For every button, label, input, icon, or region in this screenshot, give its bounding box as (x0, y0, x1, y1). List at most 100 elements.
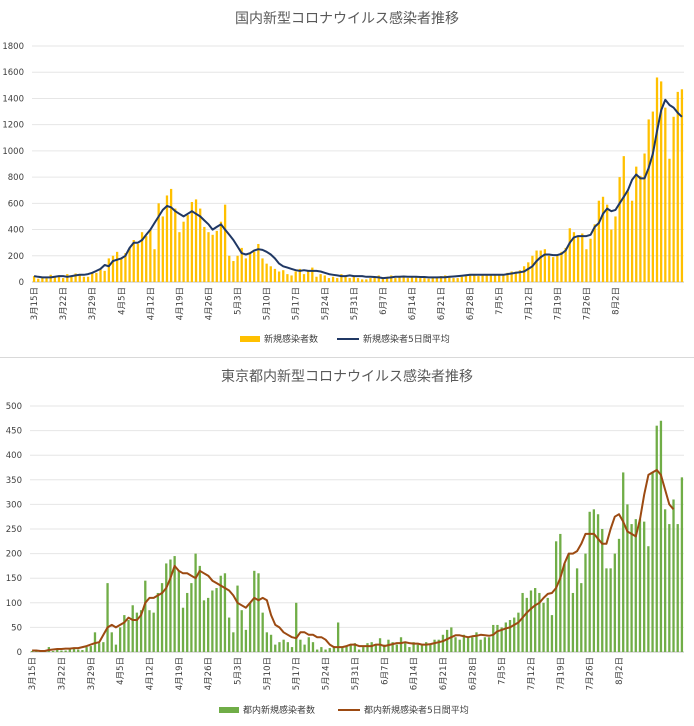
c1-legend-bar-swatch (219, 707, 239, 713)
c1-bar (471, 637, 474, 652)
c1-bar (186, 592, 189, 652)
c1-bar (374, 644, 378, 652)
c1-bar (580, 583, 583, 652)
c1-bar (663, 509, 667, 652)
c1-bar (223, 573, 227, 652)
c0-bar (136, 243, 140, 282)
c0-bar (215, 230, 218, 282)
c1-y-tick-label: 400 (6, 451, 22, 461)
c0-bar (203, 226, 206, 282)
c0-bar (66, 274, 69, 282)
c0-bar (618, 177, 621, 282)
c1-bar (357, 649, 361, 652)
c0-bar (439, 276, 443, 282)
c0-bar (111, 255, 115, 282)
c1-bar (64, 650, 67, 652)
c1-bar (605, 568, 608, 652)
c1-y-tick-label: 450 (6, 427, 22, 437)
c1-bar (244, 629, 248, 652)
c0-bar (315, 276, 318, 282)
c1-bar (559, 533, 562, 652)
c0-y-tick-label: 200 (8, 252, 24, 262)
c0-bar (145, 236, 148, 282)
c0-bar (643, 153, 646, 282)
c1-bar (328, 648, 331, 652)
c0-x-tick-label: 5月31日 (350, 287, 360, 320)
c0-x-tick-label: 7月12日 (524, 287, 534, 320)
c1-bar (601, 529, 604, 652)
c0-bar (219, 221, 223, 282)
c0-bar (331, 276, 335, 282)
c0-bar (37, 278, 40, 282)
c1-bar (383, 644, 386, 652)
c1-bar (123, 615, 126, 652)
c0-bar (589, 238, 592, 282)
c1-bar (282, 639, 285, 652)
c0-x-tick-label: 5月10日 (263, 287, 273, 320)
c1-bar (617, 538, 621, 652)
c1-bar (114, 644, 118, 652)
c0-bar (161, 216, 164, 282)
c1-bar (257, 573, 260, 652)
c1-bar (135, 612, 139, 652)
c0-bar (248, 253, 252, 282)
c1-bar (307, 637, 310, 652)
c1-x-tick-label: 4月12日 (145, 657, 155, 690)
c0-bar (635, 166, 638, 282)
c0-bar (290, 275, 293, 282)
c0-bar (460, 276, 463, 282)
c0-bar (435, 276, 439, 282)
c0-x-tick-label: 6月28日 (466, 287, 476, 320)
c1-bar (454, 637, 457, 652)
c1-x-tick-label: 5月31日 (351, 657, 361, 690)
c0-x-tick-label: 3月22日 (59, 287, 69, 320)
c1-bar (508, 620, 512, 652)
c0-bar (282, 270, 285, 282)
c0-bar (186, 215, 189, 282)
c1-y-tick-label: 100 (6, 599, 22, 609)
c1-bar (131, 605, 134, 652)
c1-bar (655, 425, 658, 652)
c1-bar (563, 563, 566, 652)
c0-bar (352, 276, 355, 282)
c1-bar (643, 521, 646, 652)
c0-bar (265, 263, 268, 282)
c1-bar (98, 643, 101, 652)
c0-bar (518, 270, 522, 282)
c1-bar (592, 509, 596, 652)
c1-bar (416, 644, 419, 652)
c1-bar (676, 524, 679, 652)
c1-bar (408, 647, 411, 652)
c0-bar (390, 275, 393, 282)
c1-bar (219, 575, 222, 652)
c0-bar (240, 247, 243, 282)
c0-bar (427, 278, 430, 282)
c0-bar (74, 273, 77, 282)
c1-bar (437, 639, 440, 652)
c1-bar (529, 590, 533, 652)
c0-bar (78, 275, 81, 282)
c1-bar (395, 644, 398, 652)
c0-legend-line-label: 新規感染者5日間平均 (363, 333, 450, 345)
c1-x-tick-label: 5月3日 (234, 657, 244, 685)
c0-bar (340, 274, 343, 282)
c0-bar (481, 275, 484, 282)
c0-bar (149, 229, 152, 282)
c1-bar (349, 644, 352, 652)
c0-bar (568, 228, 571, 282)
c1-bar (517, 612, 520, 652)
c1-x-tick-label: 6月28日 (468, 657, 478, 690)
c0-y-tick-label: 1800 (2, 42, 24, 52)
c1-bar (139, 610, 143, 652)
c1-y-tick-label: 500 (6, 402, 22, 412)
c0-bar (269, 266, 272, 282)
c0-bar (298, 268, 302, 282)
c1-bar (253, 570, 256, 652)
c1-bar (609, 568, 612, 652)
c1-bar (303, 644, 306, 652)
c0-bar (664, 107, 667, 282)
c1-x-tick-label: 6月14日 (410, 657, 420, 690)
c1-bar (571, 592, 575, 652)
c1-bar (425, 642, 428, 652)
c0-bar (639, 175, 642, 282)
